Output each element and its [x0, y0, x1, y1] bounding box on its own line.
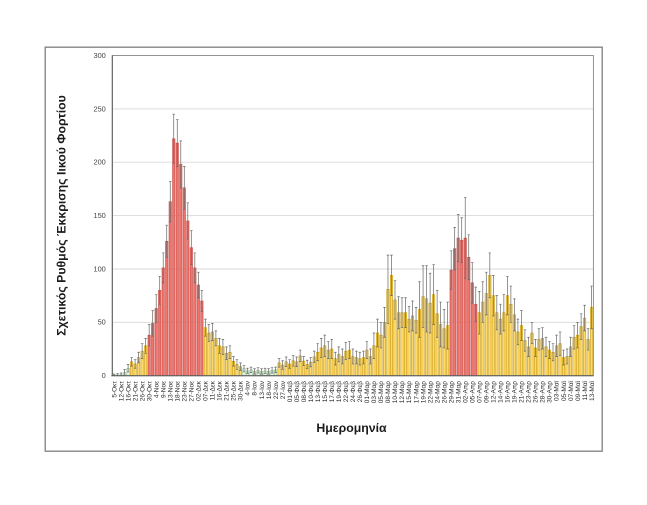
svg-text:29-Μαρ: 29-Μαρ [448, 381, 455, 404]
svg-text:05-Φεβ: 05-Φεβ [294, 381, 301, 402]
svg-text:12-Οκτ: 12-Οκτ [118, 381, 125, 402]
svg-text:19-Μαρ: 19-Μαρ [420, 381, 427, 404]
svg-text:24-Φεβ: 24-Φεβ [350, 381, 357, 402]
svg-text:30-Απρ: 30-Απρ [547, 381, 554, 403]
svg-text:Ημερομηνία: Ημερομηνία [316, 421, 387, 435]
svg-text:18-Νοε: 18-Νοε [174, 381, 181, 402]
svg-text:16-Δεκ: 16-Δεκ [217, 380, 224, 401]
svg-text:03-Μαρ: 03-Μαρ [371, 381, 378, 404]
svg-text:01-Μαρ: 01-Μαρ [364, 381, 371, 404]
svg-text:21-Απρ: 21-Απρ [519, 381, 526, 403]
svg-text:07-Απρ: 07-Απρ [476, 381, 483, 403]
svg-text:26-Απρ: 26-Απρ [533, 381, 540, 403]
svg-text:10-Μαρ: 10-Μαρ [392, 381, 399, 404]
svg-text:17-Φεβ: 17-Φεβ [329, 381, 336, 402]
svg-text:15-Φεβ: 15-Φεβ [322, 381, 329, 402]
svg-text:24-Μαρ: 24-Μαρ [434, 381, 441, 404]
svg-text:13-Φεβ: 13-Φεβ [315, 381, 322, 402]
svg-text:28-Απρ: 28-Απρ [540, 381, 547, 403]
svg-text:02-Δεκ: 02-Δεκ [196, 380, 203, 401]
svg-text:17-Μαρ: 17-Μαρ [413, 381, 420, 404]
svg-text:9-Νοε: 9-Νοε [160, 381, 167, 398]
svg-text:09-Απρ: 09-Απρ [483, 381, 490, 403]
svg-text:4-Νοε: 4-Νοε [153, 381, 160, 398]
svg-text:21-Δεκ: 21-Δεκ [224, 380, 231, 401]
svg-text:23-Νοε: 23-Νοε [181, 381, 188, 402]
svg-text:4-Ιαν: 4-Ιαν [245, 381, 252, 396]
svg-text:01-Φεβ: 01-Φεβ [287, 381, 294, 402]
svg-text:09-Μαϊ: 09-Μαϊ [575, 380, 582, 401]
svg-text:50: 50 [98, 318, 106, 327]
svg-text:200: 200 [93, 158, 105, 167]
svg-text:8-Ιαν: 8-Ιαν [252, 381, 259, 396]
svg-text:05-Μαϊ: 05-Μαϊ [561, 380, 568, 401]
svg-text:12-Απρ: 12-Απρ [491, 381, 498, 403]
svg-text:26-Φεβ: 26-Φεβ [357, 381, 364, 402]
svg-text:05-Μαρ: 05-Μαρ [378, 381, 385, 404]
svg-text:26-Οκτ: 26-Οκτ [139, 381, 146, 402]
svg-text:08-Μαρ: 08-Μαρ [385, 381, 392, 404]
svg-text:5-Οκτ: 5-Οκτ [111, 381, 118, 398]
svg-text:13-Νοε: 13-Νοε [167, 381, 174, 402]
svg-text:13-Ιαν: 13-Ιαν [259, 381, 266, 399]
svg-text:10-Φεβ: 10-Φεβ [308, 381, 315, 402]
svg-text:21-Οκτ: 21-Οκτ [132, 381, 139, 402]
svg-text:Σχετικός Ρυθμός Έκκρισης Ιικού: Σχετικός Ρυθμός Έκκρισης Ιικού Φορτίου [55, 95, 69, 336]
svg-text:14-Απρ: 14-Απρ [498, 381, 505, 403]
svg-text:250: 250 [93, 104, 105, 113]
svg-text:03-Μαϊ: 03-Μαϊ [554, 380, 561, 401]
svg-text:12-Μαρ: 12-Μαρ [399, 381, 406, 404]
svg-text:25-Δεκ: 25-Δεκ [231, 380, 238, 401]
svg-text:05-Απρ: 05-Απρ [469, 381, 476, 403]
svg-text:150: 150 [93, 211, 105, 220]
svg-text:22-Μαρ: 22-Μαρ [427, 381, 434, 404]
svg-text:16-Απρ: 16-Απρ [505, 381, 512, 403]
svg-text:07-Δεκ: 07-Δεκ [203, 380, 210, 401]
svg-text:27-Ιαν: 27-Ιαν [280, 381, 287, 399]
svg-text:26-Μαρ: 26-Μαρ [441, 381, 448, 404]
svg-text:30-Οκτ: 30-Οκτ [146, 381, 153, 402]
svg-text:08-Φεβ: 08-Φεβ [301, 381, 308, 402]
svg-text:19-Απρ: 19-Απρ [512, 381, 519, 403]
svg-text:100: 100 [93, 264, 105, 273]
svg-text:22-Ιαν: 22-Ιαν [273, 381, 280, 399]
svg-text:11-Μαϊ: 11-Μαϊ [582, 380, 589, 400]
svg-text:18-Ιαν: 18-Ιαν [266, 381, 273, 399]
svg-text:23-Απρ: 23-Απρ [526, 381, 533, 403]
svg-text:19-Φεβ: 19-Φεβ [336, 381, 343, 402]
svg-text:300: 300 [93, 51, 105, 60]
svg-text:15-Μαρ: 15-Μαρ [406, 381, 413, 404]
svg-text:0: 0 [102, 371, 106, 380]
svg-text:16-Οκτ: 16-Οκτ [125, 381, 132, 402]
svg-text:13-Μαϊ: 13-Μαϊ [589, 380, 596, 401]
svg-text:11-Δεκ: 11-Δεκ [210, 380, 217, 400]
svg-text:30-Δεκ: 30-Δεκ [238, 380, 245, 401]
svg-text:22-Φεβ: 22-Φεβ [343, 381, 350, 402]
svg-text:02-Απρ: 02-Απρ [462, 381, 469, 403]
svg-text:07-Μαϊ: 07-Μαϊ [568, 380, 575, 401]
svg-text:31-Μαρ: 31-Μαρ [455, 381, 462, 404]
svg-text:27-Νοε: 27-Νοε [189, 381, 196, 402]
